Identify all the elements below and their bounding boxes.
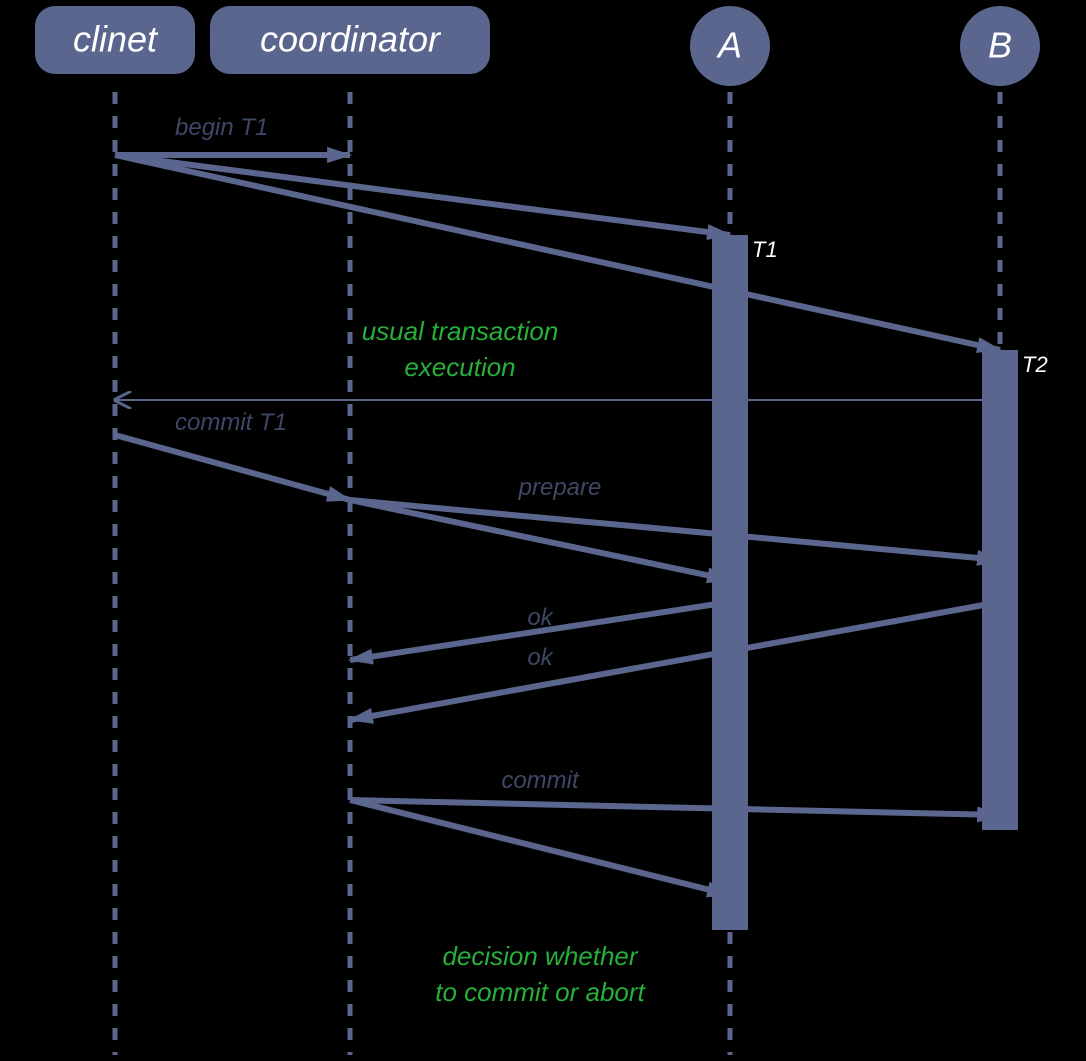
message-6 [350,500,1000,560]
note-0-line-0: usual transaction [362,316,559,346]
note-1-line-1: to commit or abort [435,977,646,1007]
message-9 [350,800,1000,815]
participant-label-coordinator: coordinator [260,19,442,60]
activation-label-T2: T2 [1022,352,1048,377]
message-label-0: begin T1 [175,114,268,141]
message-5 [350,500,730,580]
message-label-5: prepare [518,474,602,501]
message-10 [350,800,730,895]
message-label-9: commit [501,767,580,794]
activation-T1 [712,235,748,930]
message-label-7: ok [527,604,554,631]
activation-label-T1: T1 [752,237,778,262]
participant-label-A: A [716,25,742,66]
activation-T2 [982,350,1018,830]
message-4 [115,435,350,500]
message-8 [350,602,1000,720]
participant-label-client: clinet [73,19,159,60]
message-label-4: commit T1 [175,409,287,436]
note-0-line-1: execution [404,352,515,382]
note-1-line-0: decision whether [442,941,638,971]
participant-label-B: B [988,25,1012,66]
message-label-8: ok [527,644,554,671]
